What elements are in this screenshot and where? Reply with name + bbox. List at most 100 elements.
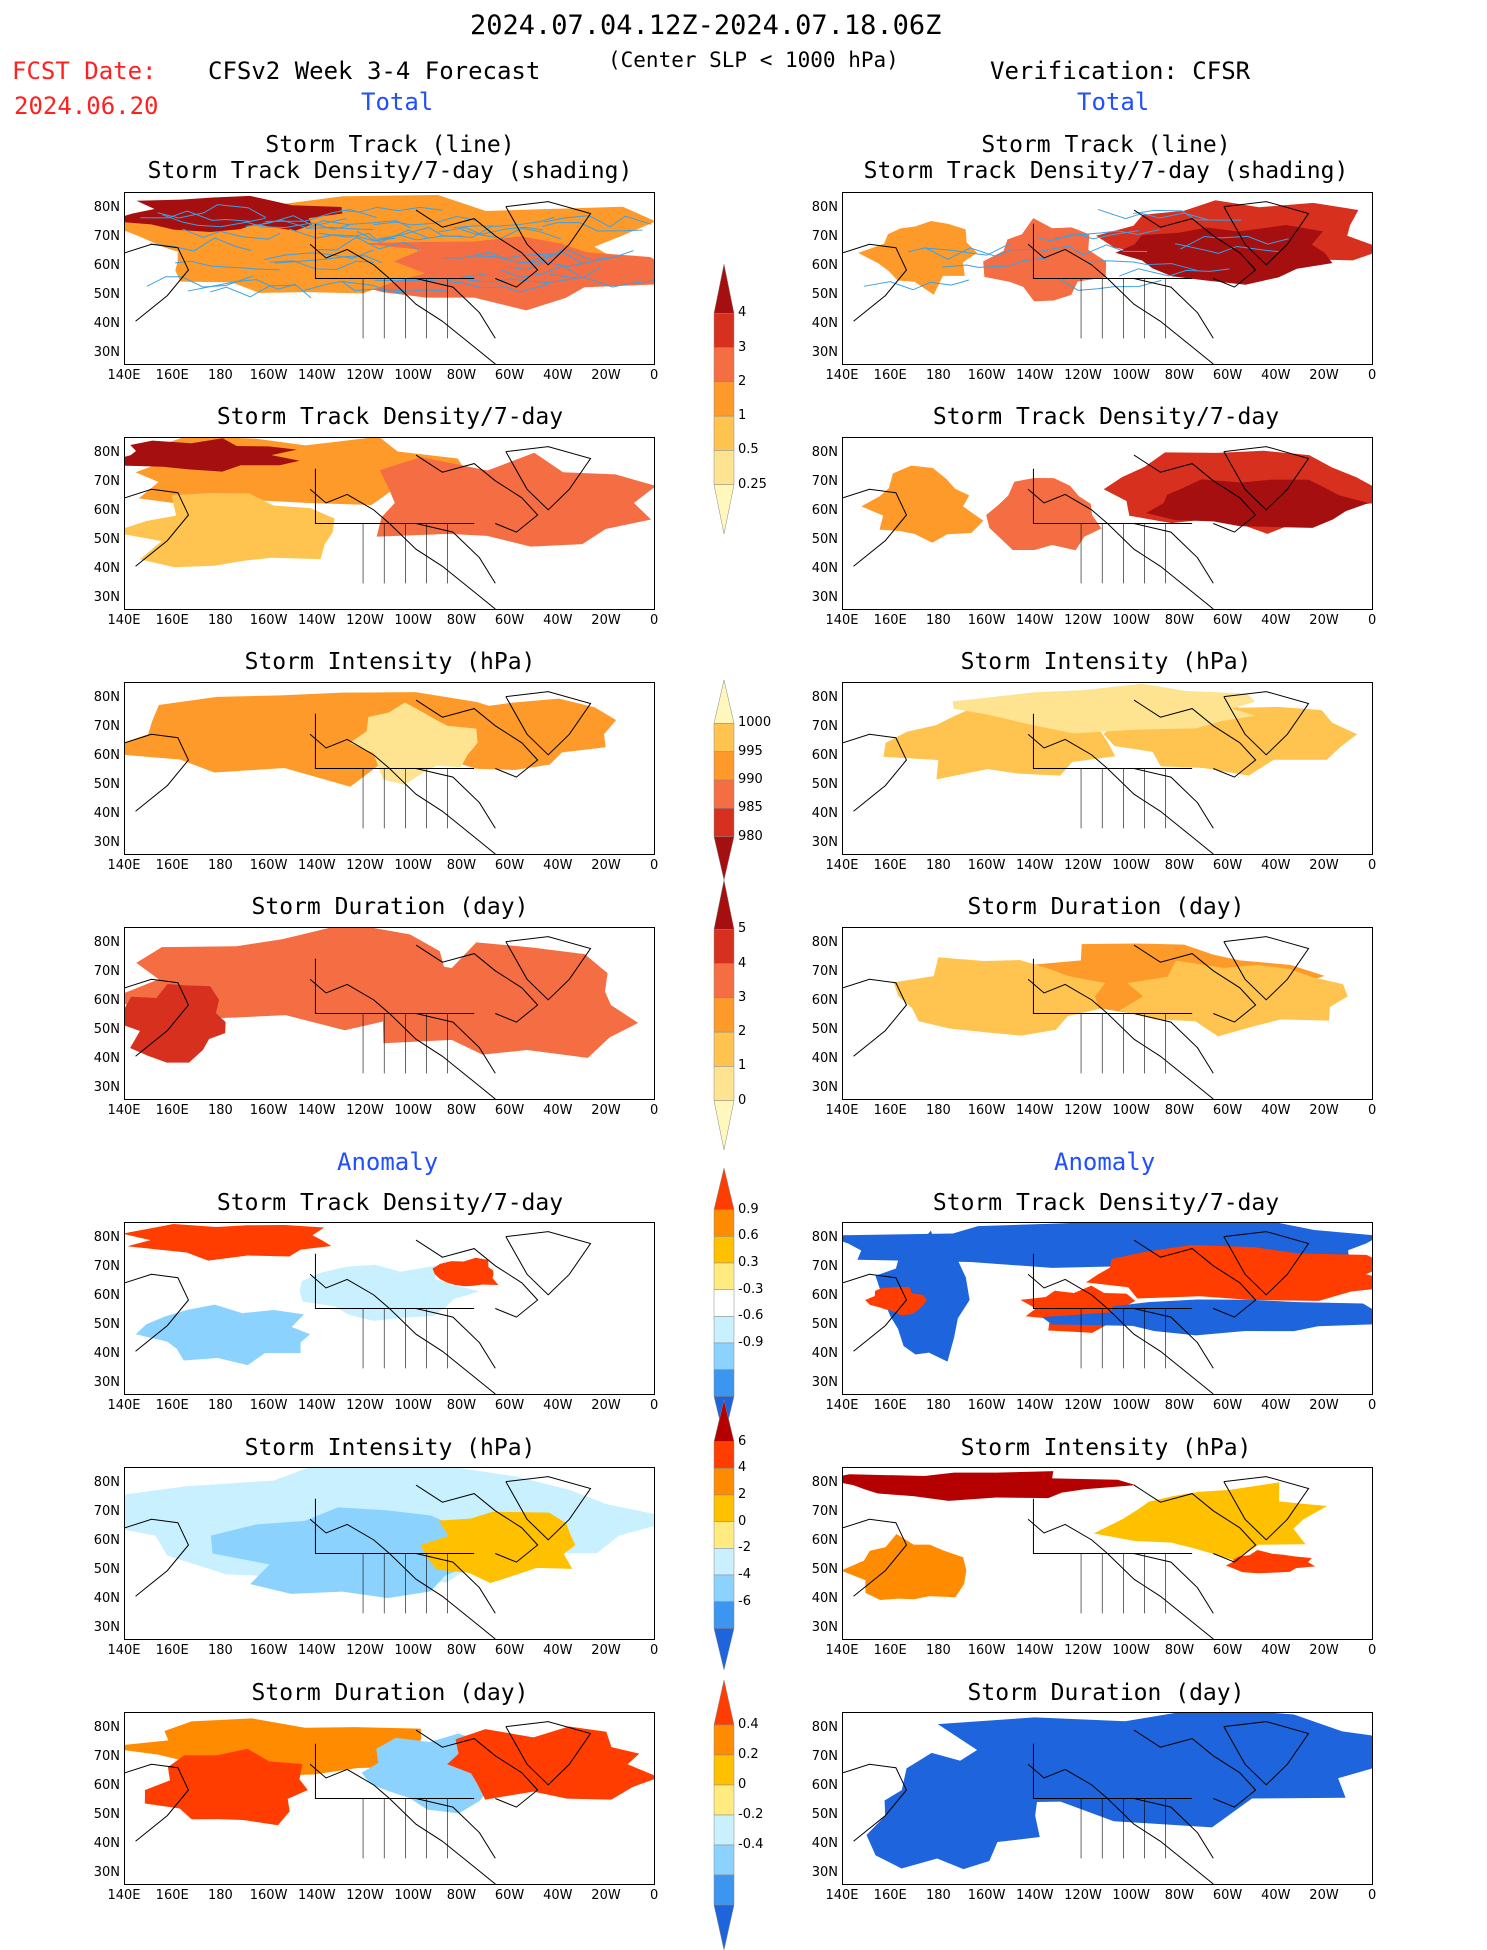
lon-tick-label: 160W: [249, 1888, 288, 1903]
lon-tick-label: 100W: [394, 1888, 433, 1903]
colorbar-label: -2: [738, 1540, 751, 1556]
lon-tick-label: 20W: [591, 1643, 621, 1658]
lat-tick-label: 70N: [811, 719, 838, 734]
storm-track-line: [245, 221, 349, 230]
coastline: [125, 733, 190, 812]
colorbar-segment: [713, 1494, 735, 1522]
shading-region: [1115, 225, 1333, 285]
storm-track-line: [466, 277, 578, 284]
lon-tick-label: 60W: [1212, 368, 1243, 383]
lon-tick-label: 100W: [1112, 1103, 1151, 1118]
lon-tick-label: 60W: [494, 1888, 525, 1903]
coastline: [1133, 278, 1214, 339]
border-line: [1032, 713, 1193, 769]
title-fc-density: Storm Track Density/7-day: [216, 404, 564, 430]
shading-region: [866, 1752, 1040, 1870]
lon-tick-label: 140E: [825, 613, 859, 628]
lon-tick-label: 120W: [1064, 1103, 1102, 1118]
colorbar-intensity-anom: 6 4 2 0 -2 -4 -6: [712, 1400, 792, 1670]
colorbar-segment: [713, 1601, 735, 1629]
lon-tick-label: 120W: [1064, 613, 1102, 628]
coastline: [1133, 1013, 1214, 1074]
shading-region: [371, 942, 639, 1058]
coastline: [1223, 446, 1310, 511]
lon-tick-label: 160E: [155, 613, 189, 628]
lat-tick-label: 40N: [93, 1591, 120, 1606]
storm-track-line: [182, 228, 281, 240]
colorbar-segment: [713, 779, 735, 809]
lon-tick-label: 60W: [1212, 1398, 1243, 1413]
lon-tick-label: 0: [1368, 368, 1377, 383]
storm-track-line: [924, 247, 1033, 260]
lon-tick-label: 0: [1368, 1103, 1377, 1118]
coastline: [415, 523, 496, 584]
coastline: [415, 454, 539, 533]
lon-tick-label: 140E: [825, 1103, 859, 1118]
storm-track-line: [341, 281, 448, 294]
lat-tick-label: 60N: [93, 993, 120, 1008]
coastline: [1223, 691, 1310, 756]
colorbar-label: -0.3: [738, 1281, 764, 1297]
shading-region: [125, 438, 300, 472]
colorbar-label: 980: [738, 828, 763, 844]
lon-tick-label: 60W: [1212, 1643, 1243, 1658]
colorbar-segment: [713, 1262, 735, 1290]
lon-tick-label: 0: [650, 858, 659, 873]
colorbar-label: -0.9: [738, 1335, 764, 1350]
lon-tick-label: 0: [1368, 613, 1377, 628]
lat-tick-label: 70N: [93, 964, 120, 979]
shading-region: [1146, 479, 1369, 528]
storm-track-line: [1086, 260, 1197, 271]
lon-tick-label: 180: [207, 1643, 233, 1658]
lon-tick-label: 80W: [446, 1643, 477, 1658]
lat-tick-label: 50N: [811, 777, 838, 792]
lon-tick-label: 180: [207, 613, 233, 628]
coastline: [1223, 1721, 1310, 1786]
coastline: [1223, 1476, 1310, 1541]
coastline: [125, 1763, 190, 1842]
coastline: [505, 201, 592, 266]
shading-region: [125, 1223, 332, 1261]
lon-tick-label: 160W: [967, 1398, 1006, 1413]
verification-title: Verification: CFSR: [990, 57, 1251, 85]
lon-tick-label: 100W: [394, 858, 433, 873]
lon-tick-label: 20W: [1309, 368, 1339, 383]
lat-tick-label: 30N: [93, 345, 120, 360]
lat-tick-label: 40N: [93, 1346, 120, 1361]
colorbar-intensity-total: 1000 995 990 985 980: [712, 680, 792, 880]
fcst-date-label: FCST Date:: [12, 57, 157, 85]
lat-tick-label: 80N: [93, 1230, 120, 1245]
colorbar-segment: [713, 1628, 735, 1670]
lat-tick-label: 50N: [93, 287, 120, 302]
lon-tick-label: 160W: [967, 1888, 1006, 1903]
storm-track-line: [269, 260, 374, 271]
anomaly-label-right: Anomaly: [1054, 1148, 1156, 1176]
colorbar-label: 995: [738, 743, 763, 759]
lon-tick-label: 160E: [155, 368, 189, 383]
coastline: [1133, 1729, 1257, 1808]
storm-track-line: [318, 236, 420, 251]
colorbar-segment: [713, 929, 735, 964]
lon-tick-label: 160E: [873, 1103, 907, 1118]
lat-tick-label: 60N: [811, 258, 838, 273]
lon-tick-label: 20W: [1309, 1643, 1339, 1658]
lon-tick-label: 20W: [591, 613, 621, 628]
coastline: [1133, 1798, 1214, 1859]
colorbar-label: 990: [738, 772, 763, 787]
coastline: [415, 1308, 496, 1369]
lon-tick-label: 160E: [873, 368, 907, 383]
storm-track-line: [1133, 209, 1242, 221]
coastline: [1133, 1553, 1214, 1614]
border-line: [314, 468, 475, 524]
lon-tick-label: 60W: [1212, 1103, 1243, 1118]
colorbar-segment: [713, 963, 735, 999]
coastline: [415, 1553, 496, 1614]
colorbar-segment: [713, 1100, 735, 1150]
lon-tick-label: 160E: [155, 1643, 189, 1658]
lat-tick-label: 50N: [93, 532, 120, 547]
shading-region: [420, 1511, 576, 1583]
lat-tick-label: 80N: [811, 935, 838, 950]
lon-tick-label: 140W: [1015, 858, 1054, 873]
lon-tick-label: 160E: [873, 613, 907, 628]
title-fc-intensity: Storm Intensity (hPa): [244, 649, 536, 675]
